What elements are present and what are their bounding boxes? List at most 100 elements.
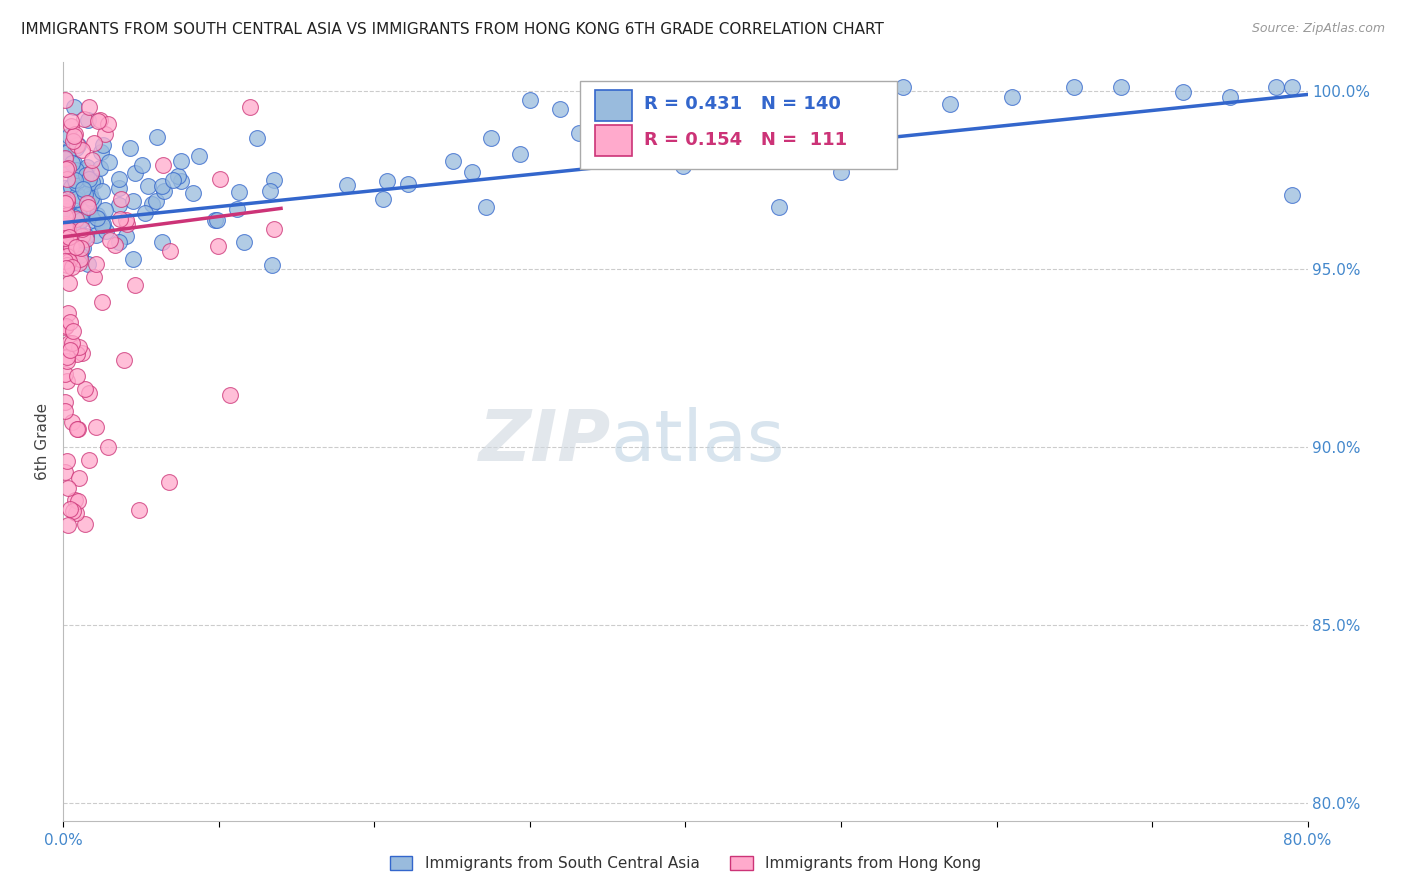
Point: [263, 173, 285, 187]
Point: [548, 102, 571, 116]
Point: [58, 242, 80, 256]
Point: [63, 156, 86, 170]
Point: [117, 217, 139, 231]
Point: [67, 340, 90, 354]
Point: [104, 237, 127, 252]
Point: [519, 94, 541, 108]
Point: [120, 141, 142, 155]
Point: [73, 112, 96, 126]
Point: [62, 504, 84, 518]
Point: [97, 117, 120, 131]
Point: [86, 211, 108, 225]
Point: [67, 138, 90, 153]
Point: [63, 100, 86, 114]
Point: [623, 106, 645, 120]
Point: [441, 153, 464, 168]
Point: [63, 166, 86, 180]
Point: [830, 165, 852, 179]
Point: [56, 145, 79, 159]
Point: [55, 319, 77, 334]
Point: [461, 165, 484, 179]
Point: [108, 172, 131, 186]
Point: [53, 219, 76, 233]
Point: [70, 346, 93, 360]
Point: [53, 367, 76, 381]
Point: [77, 256, 100, 270]
Point: [66, 493, 89, 508]
Point: [134, 206, 156, 220]
Point: [58, 276, 80, 290]
Point: [83, 136, 105, 150]
Point: [75, 229, 97, 244]
Point: [219, 388, 242, 402]
Point: [53, 217, 76, 231]
Point: [226, 202, 249, 217]
Point: [82, 194, 104, 209]
Point: [93, 203, 115, 218]
Point: [65, 240, 87, 254]
Point: [1001, 90, 1024, 104]
Point: [169, 174, 191, 188]
Point: [70, 143, 93, 157]
Point: [90, 145, 112, 160]
Point: [53, 93, 76, 107]
Text: IMMIGRANTS FROM SOUTH CENTRAL ASIA VS IMMIGRANTS FROM HONG KONG 6TH GRADE CORREL: IMMIGRANTS FROM SOUTH CENTRAL ASIA VS IM…: [21, 22, 884, 37]
Point: [124, 166, 146, 180]
Point: [69, 239, 91, 253]
Point: [60, 114, 83, 128]
Point: [58, 129, 80, 144]
Point: [94, 127, 117, 141]
Point: [60, 335, 83, 350]
Point: [98, 233, 121, 247]
Point: [188, 149, 211, 163]
Point: [77, 202, 100, 216]
Point: [131, 158, 153, 172]
Point: [53, 196, 76, 211]
Point: [84, 419, 107, 434]
Point: [56, 208, 79, 222]
Point: [94, 224, 117, 238]
Point: [170, 153, 193, 168]
Point: [65, 506, 87, 520]
Point: [53, 395, 76, 409]
Point: [69, 229, 91, 244]
Point: [207, 212, 229, 227]
Point: [181, 186, 204, 200]
Point: [110, 192, 132, 206]
Point: [145, 194, 167, 209]
Text: ZIP: ZIP: [478, 407, 610, 476]
Text: R = 0.154   N =  111: R = 0.154 N = 111: [644, 131, 848, 149]
Point: [114, 228, 136, 243]
Point: [77, 99, 100, 113]
Point: [112, 352, 135, 367]
Point: [86, 208, 108, 222]
Point: [82, 175, 104, 189]
Point: [124, 278, 146, 293]
Point: [53, 254, 76, 268]
Point: [108, 198, 131, 212]
Point: [66, 138, 89, 153]
Point: [157, 475, 180, 490]
Point: [66, 368, 89, 383]
Point: [56, 192, 79, 206]
Point: [146, 130, 169, 145]
Point: [579, 140, 602, 154]
Point: [62, 324, 84, 338]
Point: [60, 217, 83, 231]
Point: [1281, 80, 1303, 95]
Point: [89, 112, 111, 127]
Point: [55, 249, 77, 263]
Point: [55, 350, 77, 364]
Point: [59, 236, 82, 251]
Point: [53, 180, 76, 194]
Point: [876, 147, 898, 161]
Point: [56, 171, 79, 186]
Point: [55, 454, 77, 468]
Point: [82, 153, 104, 167]
Point: [59, 120, 82, 134]
Point: [55, 162, 77, 177]
Point: [66, 243, 89, 257]
Point: [53, 152, 76, 166]
Point: [56, 222, 79, 236]
Point: [53, 231, 76, 245]
